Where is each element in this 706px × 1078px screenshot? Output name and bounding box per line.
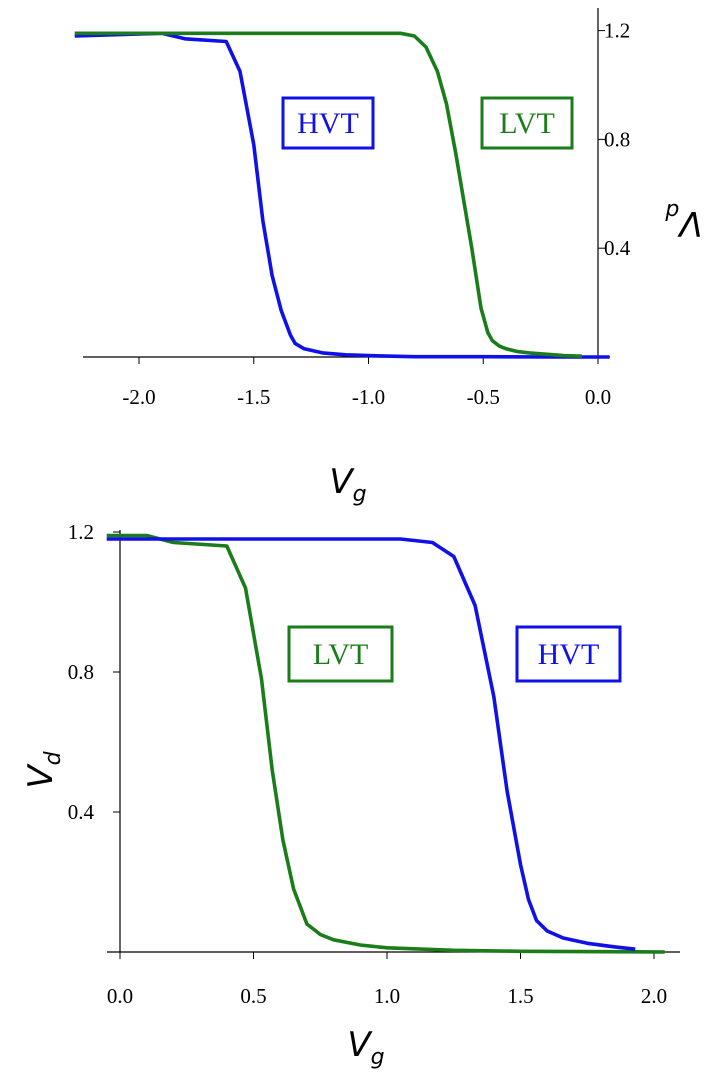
annotation-box [515, 625, 622, 683]
annotation-box [287, 625, 394, 683]
y-axis-title-main: V [677, 203, 703, 243]
annotation-lvt: LVT [480, 96, 574, 150]
annotation-lvt: LVT [287, 625, 394, 683]
x-tick-label: 0.5 [240, 984, 266, 1008]
y-tick-label: 1.2 [604, 19, 630, 43]
x-tick-label: -1.5 [237, 385, 270, 409]
annotation-label: LVT [499, 107, 555, 140]
annotation-label: HVT [297, 107, 359, 140]
x-axis-title: Vg [347, 1025, 384, 1070]
y-tick-label: 0.8 [604, 127, 630, 151]
y-axis-title-main: V [21, 763, 61, 789]
y-tick-label: 0.8 [68, 660, 94, 684]
x-axis-title-main: V [347, 1025, 373, 1065]
x-axis-title-sub: g [371, 1045, 385, 1070]
x-axis-title: Vg [329, 462, 366, 507]
annotation-label: LVT [313, 638, 369, 671]
annotation-label: HVT [538, 638, 600, 671]
y-axis-title-sub: d [41, 750, 66, 765]
x-tick-label: 1.5 [507, 984, 533, 1008]
annotation-hvt: HVT [515, 625, 622, 683]
annotation-box [281, 96, 375, 150]
x-tick-label: -0.5 [467, 385, 500, 409]
x-tick-label: 0.0 [585, 385, 611, 409]
y-axis-title: Vd [21, 750, 66, 788]
x-axis-title-main: V [329, 462, 355, 502]
y-axis-title: Vd [664, 198, 702, 243]
series-line-lvt [74, 31, 582, 358]
y-tick-label: 1.2 [68, 520, 94, 544]
series-line-hvt [74, 31, 610, 359]
x-tick-label: 1.0 [374, 984, 400, 1008]
x-tick-label: -2.0 [122, 385, 155, 409]
series-line-lvt [106, 533, 665, 954]
y-axis-title-sub: d [664, 198, 679, 223]
x-tick-label: 2.0 [641, 984, 667, 1008]
x-axis-title-sub: g [353, 482, 367, 507]
annotation-hvt: HVT [281, 96, 375, 150]
x-tick-label: -1.0 [352, 385, 385, 409]
x-tick-label: 0.0 [107, 984, 133, 1008]
annotation-box [480, 96, 574, 150]
y-tick-label: 0.4 [604, 236, 631, 260]
series-line-hvt [106, 537, 636, 951]
y-tick-label: 0.4 [68, 800, 95, 824]
